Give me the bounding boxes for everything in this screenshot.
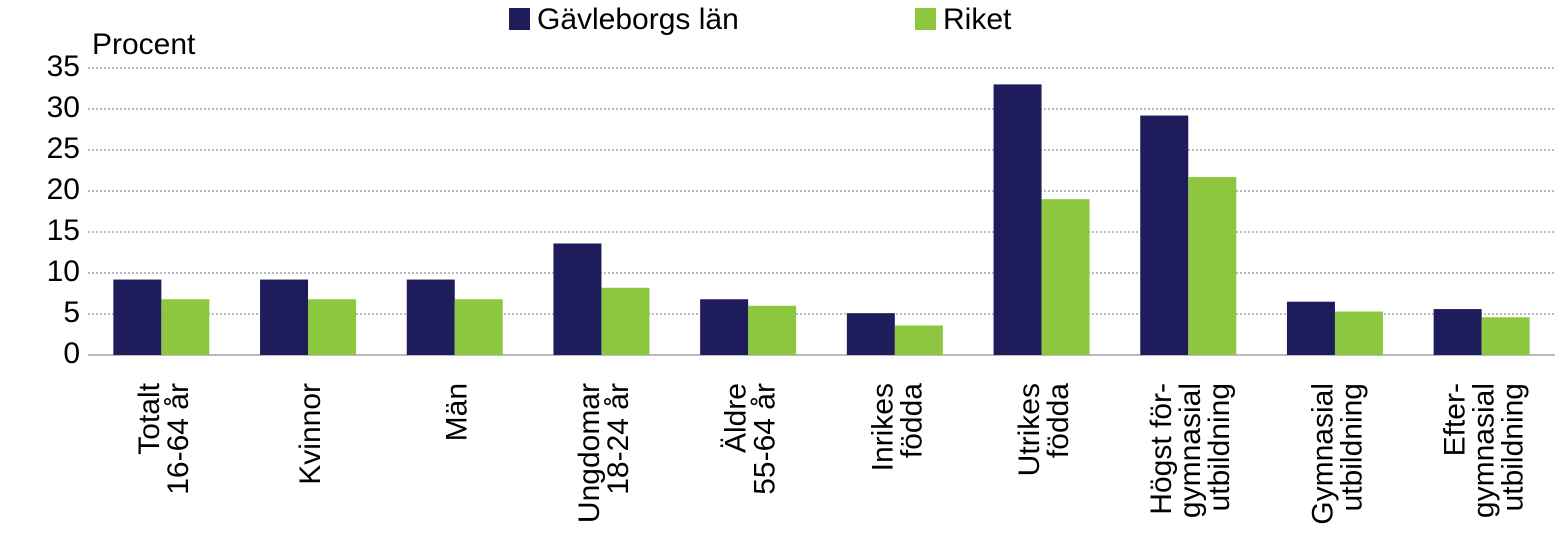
bar xyxy=(748,305,797,355)
y-tick-label: 25 xyxy=(47,132,80,165)
x-tick-label: utbildning xyxy=(1203,383,1236,511)
bar xyxy=(601,287,650,355)
bar xyxy=(1286,301,1335,355)
x-tick-label: Kvinnor xyxy=(294,383,327,485)
y-axis-label: Procent xyxy=(92,28,196,61)
x-tick-label: Inrikes xyxy=(866,383,899,471)
x-tick-label: Efter- xyxy=(1439,383,1472,456)
x-tick-label: utbildning xyxy=(1335,383,1368,511)
x-tick-label: Totalt xyxy=(133,382,166,454)
legend-swatch xyxy=(509,8,530,30)
bar xyxy=(308,299,357,355)
x-tick-label: Äldre xyxy=(720,383,753,453)
x-tick-label: 18-24 år xyxy=(602,383,635,495)
legend-swatch xyxy=(915,8,936,30)
x-tick-label: Män xyxy=(441,383,474,441)
x-tick-label: Utrikes xyxy=(1013,383,1046,476)
y-tick-label: 35 xyxy=(47,50,80,83)
y-tick-label: 10 xyxy=(47,255,80,288)
bar xyxy=(1188,177,1237,355)
bar xyxy=(113,279,162,355)
x-tick-label: gymnasial xyxy=(1174,383,1207,518)
bar xyxy=(1481,317,1530,355)
bar xyxy=(553,243,602,355)
x-tick-label: födda xyxy=(1042,383,1075,458)
x-tick-label: Ungdomar xyxy=(573,383,606,523)
bar xyxy=(1334,311,1383,355)
bar xyxy=(993,84,1042,356)
x-tick-label: födda xyxy=(895,383,928,458)
x-tick-label: 16-64 år xyxy=(162,383,195,495)
legend-label: Riket xyxy=(943,3,1012,36)
bar xyxy=(406,279,455,355)
bar xyxy=(1041,199,1090,355)
legend-label: Gävleborgs län xyxy=(537,3,739,36)
x-tick-label: 55-64 år xyxy=(749,383,782,495)
x-tick-label: Högst för- xyxy=(1145,383,1178,515)
y-tick-label: 15 xyxy=(47,214,80,247)
bar xyxy=(454,299,503,355)
bar xyxy=(1140,115,1189,355)
y-tick-label: 20 xyxy=(47,173,80,206)
x-tick-label: Gymnasial xyxy=(1306,383,1339,525)
y-tick-label: 30 xyxy=(47,91,80,124)
x-tick-label: gymnasial xyxy=(1468,383,1501,518)
y-tick-label: 5 xyxy=(63,296,80,329)
y-tick-label: 0 xyxy=(63,337,80,370)
bar xyxy=(161,299,210,355)
bar xyxy=(846,313,895,355)
bar xyxy=(700,299,749,355)
bar xyxy=(260,279,309,355)
x-tick-label: utbildning xyxy=(1497,383,1530,511)
bar xyxy=(894,325,943,355)
bar xyxy=(1433,309,1482,355)
